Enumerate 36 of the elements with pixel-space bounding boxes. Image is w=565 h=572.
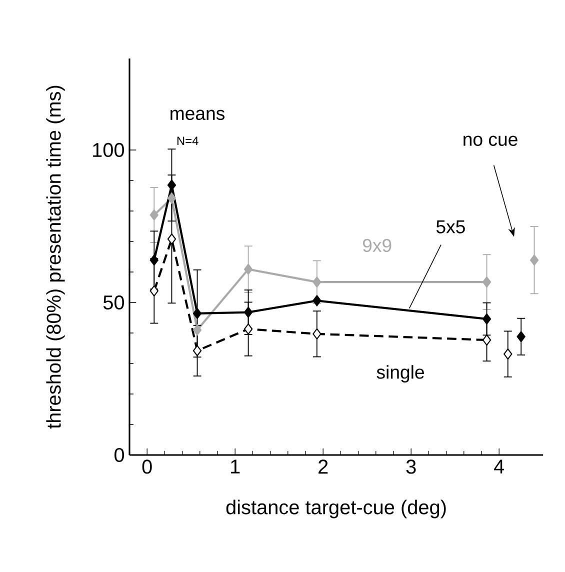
y-tick-label: 0 [114, 448, 124, 462]
point [167, 192, 176, 204]
point [312, 295, 322, 306]
annotation: means [170, 110, 224, 120]
point [192, 324, 202, 336]
y-tick-label: 50 [103, 295, 124, 310]
annotation: no cue [464, 136, 518, 146]
point [482, 334, 492, 346]
point [530, 254, 539, 266]
point [312, 328, 322, 340]
point [244, 323, 253, 335]
annotation: N=4 [177, 136, 198, 145]
point [516, 331, 526, 342]
point [150, 285, 158, 296]
series-label: single [376, 365, 424, 382]
point [192, 308, 202, 320]
point [167, 233, 176, 245]
point [192, 345, 202, 356]
x-axis-title: distance target-cue (deg) [226, 500, 446, 518]
point [150, 209, 158, 221]
point [504, 348, 512, 360]
legend-label: 5x5 [436, 220, 465, 234]
point [482, 313, 492, 325]
x-tick-label: 3 [406, 460, 416, 474]
x-tick-label: 1 [231, 460, 240, 474]
x-tick-label: 4 [494, 460, 504, 474]
point [244, 264, 253, 275]
series-label: 9x9 [362, 238, 392, 252]
point [312, 276, 322, 288]
x-tick-label: 2 [318, 460, 328, 474]
point [482, 276, 492, 288]
y-tick-label: 100 [93, 142, 124, 158]
y-axis-title: threshold (80%) presentation time (ms) [46, 86, 65, 429]
point [244, 306, 253, 318]
point [150, 254, 158, 266]
x-tick-label: 0 [142, 460, 152, 474]
